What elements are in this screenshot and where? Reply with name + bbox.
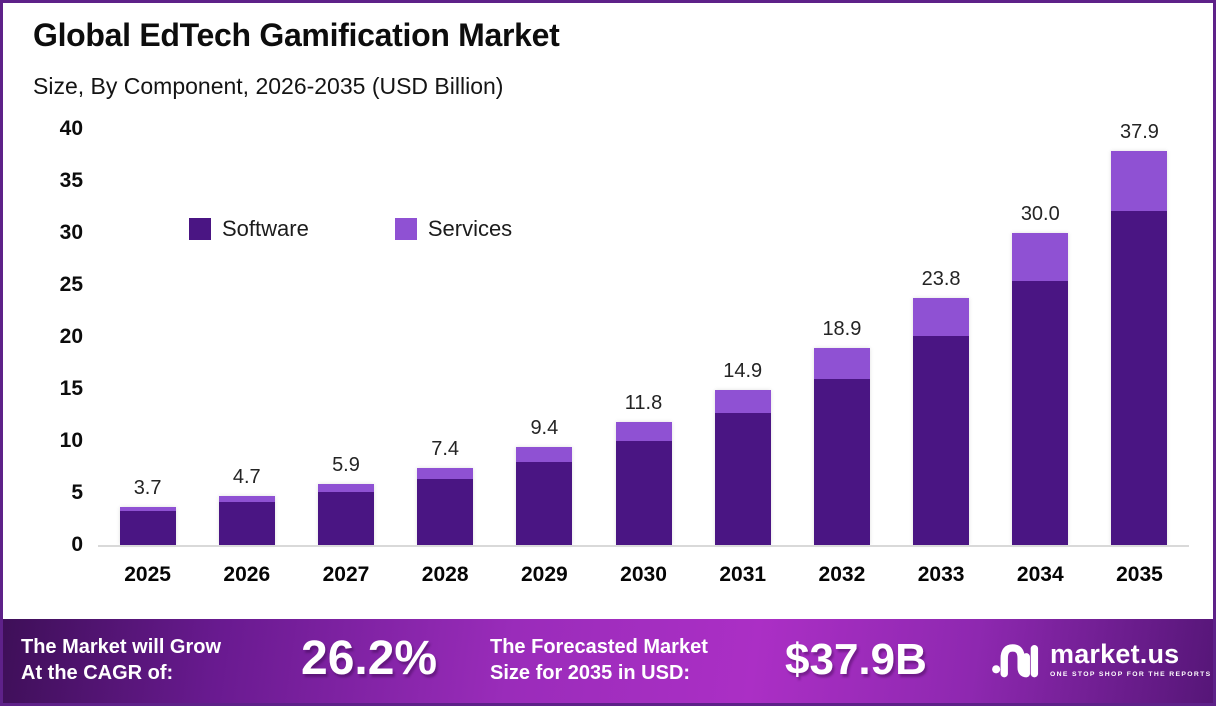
- cagr-label: The Market will Grow At the CAGR of:: [21, 636, 222, 684]
- bar-total-label: 11.8: [624, 392, 663, 415]
- bar-total-label: 7.4: [431, 438, 460, 461]
- market-us-logo: market.us ONE STOP SHOP FOR THE REPORTS: [991, 633, 1212, 685]
- bar-stack: [417, 468, 474, 545]
- bar-segment-software: [1111, 211, 1168, 545]
- bar-column: 7.4: [396, 129, 495, 545]
- bar-segment-services: [813, 348, 870, 379]
- bar-segment-software: [1012, 280, 1069, 545]
- bar-segment-software: [714, 412, 771, 545]
- bar-stack: [1012, 233, 1069, 545]
- bar-total-label: 9.4: [530, 417, 559, 440]
- bar-total-label: 30.0: [1020, 203, 1060, 226]
- bar-column: 3.7: [98, 129, 197, 545]
- bar-stack: [516, 447, 573, 545]
- bar-total-label: 3.7: [133, 476, 162, 499]
- brand-name: market.us: [1050, 639, 1180, 669]
- bar-total-label: 37.9: [1120, 120, 1159, 143]
- bar-segment-software: [119, 510, 176, 545]
- bar-total-label: 14.9: [723, 360, 763, 383]
- bar-column: 9.4: [495, 129, 594, 545]
- page-title: Global EdTech Gamification Market: [33, 17, 560, 53]
- brand-tagline: ONE STOP SHOP FOR THE REPORTS: [1050, 671, 1212, 678]
- bar-segment-software: [317, 491, 374, 545]
- bar-segment-software: [218, 502, 275, 545]
- x-tick-label: 2030: [620, 563, 667, 586]
- bar-total-label: 18.9: [822, 318, 862, 341]
- bar-column: 5.9: [296, 129, 395, 545]
- bar-segment-services: [119, 506, 176, 511]
- bar-stack: [813, 348, 870, 545]
- cagr-value: 26.2%: [301, 632, 438, 685]
- legend-label: Services: [427, 216, 513, 241]
- bar-total-label: 4.7: [232, 466, 261, 489]
- legend-item-services: Services: [394, 216, 513, 242]
- page-subtitle: Size, By Component, 2026-2035 (USD Billi…: [33, 73, 504, 99]
- bar-segment-services: [1111, 150, 1168, 212]
- bar-stack: [317, 483, 374, 545]
- bar-segment-services: [714, 390, 771, 413]
- legend-item-software: Software: [189, 216, 309, 242]
- y-tick-label: 10: [59, 429, 83, 452]
- software-swatch: [189, 218, 211, 240]
- y-tick-label: 25: [59, 273, 83, 296]
- x-tick-label: 2033: [917, 563, 965, 586]
- bar-column: 4.7: [197, 129, 296, 545]
- bar-segment-services: [218, 496, 275, 503]
- x-tick-label: 2035: [1116, 563, 1163, 586]
- forecast-value: $37.9B: [785, 635, 927, 684]
- bar-segment-software: [417, 479, 474, 545]
- y-tick-label: 5: [71, 481, 83, 504]
- bar-stack: [119, 506, 176, 545]
- chart-legend: Software Services: [189, 216, 512, 242]
- bar-column: 18.9: [792, 129, 891, 545]
- bar-segment-software: [813, 378, 870, 545]
- bar-stack: [218, 496, 275, 545]
- y-tick-label: 40: [59, 117, 83, 140]
- bar-segment-services: [1012, 233, 1069, 281]
- bar-column: 37.9: [1090, 121, 1189, 545]
- bar-segment-services: [317, 483, 374, 492]
- y-tick-label: 0: [71, 533, 83, 556]
- bar-segment-services: [417, 468, 474, 480]
- bar-column: 14.9: [693, 129, 792, 545]
- bar-total-label: 5.9: [332, 453, 360, 476]
- bar-stack: [714, 390, 771, 545]
- y-tick-label: 35: [59, 169, 83, 192]
- bar-segment-services: [516, 447, 573, 462]
- x-tick-label: 2031: [719, 563, 767, 586]
- x-tick-label: 2032: [818, 563, 866, 586]
- x-tick-label: 2028: [421, 563, 469, 586]
- bar-segment-software: [913, 335, 970, 545]
- bar-stack: [615, 422, 672, 545]
- y-tick-label: 15: [59, 377, 83, 400]
- bar-column: 30.0: [991, 129, 1090, 545]
- bar-plot-area: 3.7 4.7 5.9 7.4 9.4 11.8 14.9 18.9 23.8 30.0 37.9: [98, 121, 1189, 545]
- x-tick-label: 2027: [322, 563, 370, 586]
- y-tick-label: 30: [59, 221, 83, 244]
- bar-stack: [1111, 150, 1168, 545]
- bar-segment-services: [913, 297, 970, 336]
- bar-stack: [913, 297, 970, 545]
- bar-segment-software: [615, 441, 672, 545]
- x-tick-label: 2026: [223, 563, 271, 586]
- bar-column: 23.8: [892, 129, 991, 545]
- bar-segment-software: [516, 461, 573, 545]
- market-us-logo-icon: [992, 644, 1039, 678]
- bottom-banner: The Market will Grow At the CAGR of: 26.…: [3, 619, 1213, 703]
- bar-column: 11.8: [594, 129, 693, 545]
- x-axis: 2025 2026 2027 2028 2029 2030 2031 2032 2033 2034…: [98, 563, 1189, 587]
- services-swatch: [394, 218, 417, 240]
- bar-total-label: 23.8: [921, 267, 961, 290]
- x-tick-label: 2025: [124, 563, 171, 586]
- y-tick-label: 20: [59, 325, 83, 348]
- x-axis-line: [98, 545, 1189, 547]
- x-tick-label: 2029: [520, 563, 568, 586]
- forecast-label: The Forecasted Market Size for 2035 in U…: [490, 636, 708, 684]
- y-axis: 0 5 10 15 20 25 30 35 40: [27, 117, 83, 556]
- bar-segment-services: [615, 422, 672, 441]
- legend-label: Software: [222, 216, 309, 241]
- x-tick-label: 2034: [1016, 563, 1064, 586]
